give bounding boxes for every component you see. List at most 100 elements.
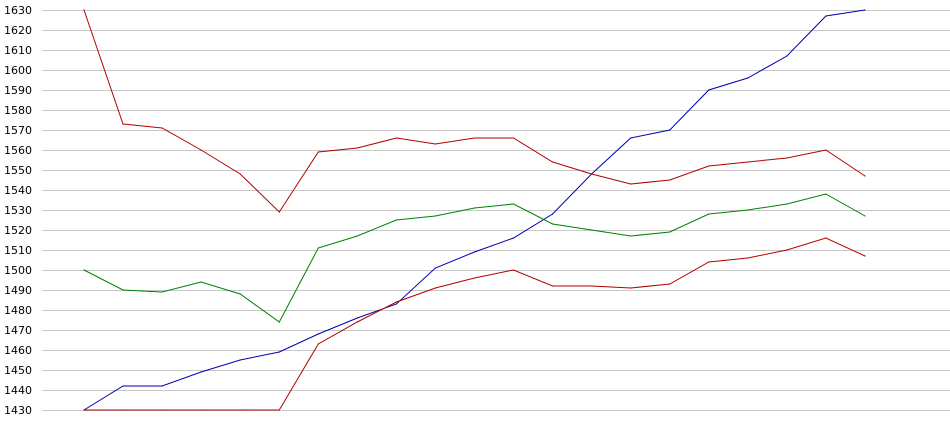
data-point: [630, 235, 632, 237]
data-point: [669, 179, 671, 181]
data-point: [83, 9, 85, 11]
y-tick-label: 1560: [4, 144, 32, 157]
y-tick-label: 1500: [4, 264, 32, 277]
data-point: [669, 231, 671, 233]
data-point: [356, 235, 358, 237]
data-point: [395, 301, 397, 303]
y-tick-label: 1580: [4, 104, 32, 117]
data-point: [239, 409, 241, 411]
data-point: [83, 409, 85, 411]
series-line: [84, 237, 866, 411]
data-point: [825, 15, 827, 17]
data-point: [356, 317, 358, 319]
data-point: [864, 175, 866, 177]
data-point: [512, 203, 515, 205]
data-point: [630, 183, 632, 185]
data-point: [473, 277, 476, 279]
data-point: [747, 161, 749, 163]
y-tick-label: 1600: [4, 64, 32, 77]
data-point: [200, 409, 202, 411]
data-point: [708, 261, 710, 263]
data-point: [356, 147, 358, 149]
grid-layer: [42, 10, 950, 411]
data-point: [473, 137, 476, 139]
data-point: [317, 333, 319, 335]
data-point: [278, 211, 280, 213]
data-point: [552, 285, 554, 287]
data-point: [239, 359, 241, 361]
data-point: [512, 269, 515, 271]
data-point: [161, 385, 163, 387]
series-3: [83, 193, 866, 323]
data-point: [591, 229, 593, 231]
data-point: [708, 213, 710, 215]
data-point: [747, 209, 749, 211]
data-point: [83, 269, 85, 271]
data-point: [239, 293, 241, 295]
data-point: [434, 287, 436, 289]
data-point: [200, 281, 202, 283]
y-tick-label: 1440: [4, 384, 32, 397]
data-point: [864, 9, 866, 11]
data-point: [356, 321, 358, 323]
data-point: [434, 143, 436, 145]
data-point: [278, 321, 280, 323]
y-tick-label: 1520: [4, 224, 32, 237]
data-point: [786, 203, 788, 205]
data-point: [161, 127, 163, 129]
data-point: [395, 137, 397, 139]
data-point: [552, 213, 554, 215]
y-tick-label: 1450: [4, 364, 32, 377]
data-point: [786, 157, 788, 159]
y-tick-label: 1610: [4, 44, 32, 57]
data-point: [122, 289, 124, 291]
y-tick-label: 1470: [4, 324, 32, 337]
data-point: [825, 193, 827, 195]
data-point: [395, 303, 397, 305]
data-point: [591, 173, 593, 175]
data-point: [552, 223, 554, 225]
data-point: [317, 343, 319, 345]
data-point: [630, 287, 632, 289]
data-point: [278, 409, 280, 411]
series-2: [83, 9, 866, 213]
data-point: [122, 123, 124, 125]
data-point: [669, 283, 671, 285]
y-tick-label: 1490: [4, 284, 32, 297]
data-point: [473, 251, 476, 253]
data-point: [669, 129, 671, 131]
data-point: [161, 291, 163, 293]
data-point: [552, 161, 554, 163]
data-point: [630, 137, 632, 139]
data-point: [317, 247, 319, 249]
data-point: [786, 55, 788, 57]
data-point: [200, 149, 202, 151]
data-point: [786, 249, 788, 251]
data-point: [239, 173, 241, 175]
data-point: [122, 409, 124, 411]
data-point: [512, 237, 515, 239]
data-point: [434, 267, 436, 269]
y-tick-label: 1540: [4, 184, 32, 197]
data-point: [473, 207, 476, 209]
data-point: [864, 215, 866, 217]
series-layer: [83, 9, 866, 411]
series-4: [83, 237, 866, 411]
data-point: [200, 371, 202, 373]
data-point: [434, 215, 436, 217]
y-tick-label: 1430: [4, 404, 32, 417]
data-point: [825, 237, 827, 239]
data-point: [708, 165, 710, 167]
data-point: [825, 149, 827, 151]
y-tick-label: 1510: [4, 244, 32, 257]
data-point: [317, 151, 319, 153]
data-point: [747, 257, 749, 259]
data-point: [161, 409, 163, 411]
data-point: [512, 137, 515, 139]
y-tick-label: 1590: [4, 84, 32, 97]
y-tick-label: 1620: [4, 24, 32, 37]
y-tick-label: 1530: [4, 204, 32, 217]
data-point: [591, 285, 593, 287]
data-point: [864, 255, 866, 257]
